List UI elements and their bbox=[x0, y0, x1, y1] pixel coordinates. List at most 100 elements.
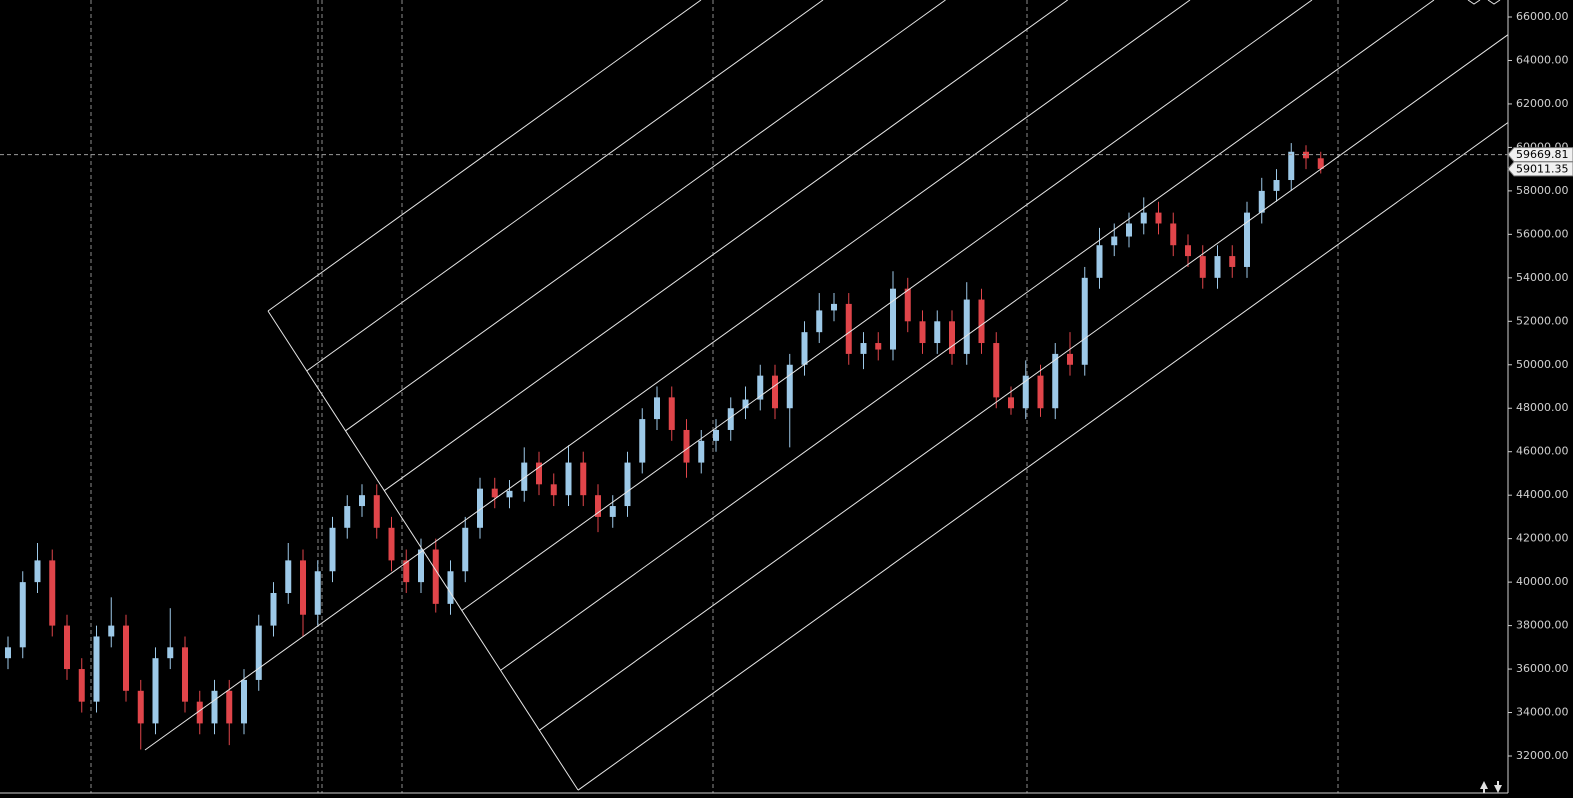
candle-body bbox=[300, 560, 306, 615]
candle-body bbox=[196, 701, 203, 724]
channel-line bbox=[144, 0, 1191, 751]
candle-body bbox=[152, 658, 159, 724]
candle-body bbox=[462, 527, 469, 572]
candle-body bbox=[845, 303, 852, 354]
candle-body bbox=[123, 625, 129, 691]
y-tick-label: 58000.00 bbox=[1516, 184, 1569, 197]
candle-body bbox=[654, 397, 660, 420]
candle-body bbox=[890, 288, 896, 350]
channel-line bbox=[306, 0, 824, 372]
price-label-box bbox=[1507, 161, 1573, 177]
candle-body bbox=[742, 399, 749, 409]
candle-body bbox=[1022, 375, 1029, 409]
candle-body bbox=[1258, 190, 1265, 213]
top-icon[interactable] bbox=[1467, 0, 1501, 5]
candle-body bbox=[1140, 212, 1147, 224]
candle-body bbox=[226, 690, 233, 724]
candle-body bbox=[344, 506, 351, 528]
y-tick-label: 64000.00 bbox=[1516, 53, 1569, 66]
candle-body bbox=[668, 397, 675, 430]
candle-body bbox=[875, 343, 882, 350]
candle-body bbox=[1096, 245, 1103, 278]
candle-body bbox=[1155, 212, 1162, 224]
y-tick-label: 40000.00 bbox=[1516, 575, 1569, 588]
candle-body bbox=[432, 549, 439, 604]
candle-body bbox=[211, 690, 218, 724]
candle-body bbox=[1081, 277, 1088, 365]
candle-body bbox=[241, 679, 247, 724]
candle-body bbox=[993, 343, 1000, 398]
y-tick-label: 66000.00 bbox=[1516, 10, 1569, 23]
channel-line bbox=[500, 0, 1435, 671]
candle-body bbox=[595, 495, 601, 517]
candle-body bbox=[1199, 256, 1206, 278]
candle-body bbox=[78, 669, 85, 702]
candle-body bbox=[1273, 180, 1280, 191]
y-tick-label: 46000.00 bbox=[1516, 445, 1569, 458]
candle-body bbox=[757, 375, 764, 400]
candle-body bbox=[1037, 375, 1044, 409]
candle-body bbox=[1170, 223, 1177, 246]
candle-body bbox=[447, 571, 454, 604]
y-tick-label: 38000.00 bbox=[1516, 619, 1569, 632]
candle-body bbox=[713, 429, 719, 441]
candle-body bbox=[1111, 236, 1118, 246]
candle-body bbox=[1317, 158, 1324, 169]
y-tick-label: 32000.00 bbox=[1516, 749, 1569, 762]
candle-body bbox=[1052, 353, 1059, 409]
candle-body bbox=[639, 419, 646, 463]
candle-body bbox=[5, 647, 11, 659]
candle-body bbox=[137, 690, 144, 724]
y-tick-label: 36000.00 bbox=[1516, 662, 1569, 675]
candle-body bbox=[786, 364, 793, 409]
channel-line bbox=[538, 34, 1509, 731]
fibonacci-channel bbox=[144, 0, 1509, 791]
period-separators bbox=[90, 0, 1339, 793]
y-tick-label: 42000.00 bbox=[1516, 532, 1569, 545]
price-label: 59011.35 bbox=[1516, 162, 1569, 175]
candle-body bbox=[772, 375, 778, 409]
y-tick-label: 62000.00 bbox=[1516, 97, 1569, 110]
candle-body bbox=[314, 571, 321, 615]
candle-body bbox=[536, 462, 542, 485]
candle-body bbox=[270, 592, 277, 626]
price-label: 59669.81 bbox=[1516, 148, 1569, 161]
candle-body bbox=[1126, 223, 1132, 237]
candle-body bbox=[1244, 212, 1250, 267]
y-tick-label: 56000.00 bbox=[1516, 227, 1569, 240]
candle-body bbox=[565, 462, 572, 496]
candle-body bbox=[255, 625, 262, 680]
y-tick-label: 48000.00 bbox=[1516, 401, 1569, 414]
candle-body bbox=[1008, 397, 1014, 409]
candle-body bbox=[182, 647, 188, 702]
candle-body bbox=[727, 408, 734, 430]
candle-body bbox=[580, 462, 587, 496]
scroll-arrows[interactable] bbox=[1467, 0, 1502, 793]
candle-body bbox=[624, 462, 631, 507]
candle-body bbox=[403, 560, 410, 583]
candle-body bbox=[904, 288, 911, 322]
candle-body bbox=[329, 527, 336, 572]
candle-body bbox=[506, 490, 513, 498]
candle-body bbox=[609, 506, 616, 517]
price-label-box bbox=[1507, 147, 1573, 163]
candle-body bbox=[373, 495, 380, 528]
y-tick-label: 52000.00 bbox=[1516, 314, 1569, 327]
scroll-down-icon[interactable] bbox=[1494, 781, 1502, 793]
candle-body bbox=[491, 488, 498, 498]
candle-body bbox=[418, 549, 424, 583]
candle-body bbox=[698, 440, 705, 463]
candle-body bbox=[285, 560, 292, 593]
channel-line bbox=[461, 0, 1313, 611]
channel-line bbox=[383, 0, 1068, 492]
candle-body bbox=[683, 429, 690, 463]
candle-body bbox=[816, 310, 823, 333]
candle-body bbox=[64, 625, 70, 670]
candle-body bbox=[359, 495, 365, 507]
candle-body bbox=[1185, 245, 1191, 257]
candle-body bbox=[860, 343, 867, 354]
scroll-up-icon[interactable] bbox=[1480, 781, 1488, 793]
candle-body bbox=[934, 321, 941, 344]
